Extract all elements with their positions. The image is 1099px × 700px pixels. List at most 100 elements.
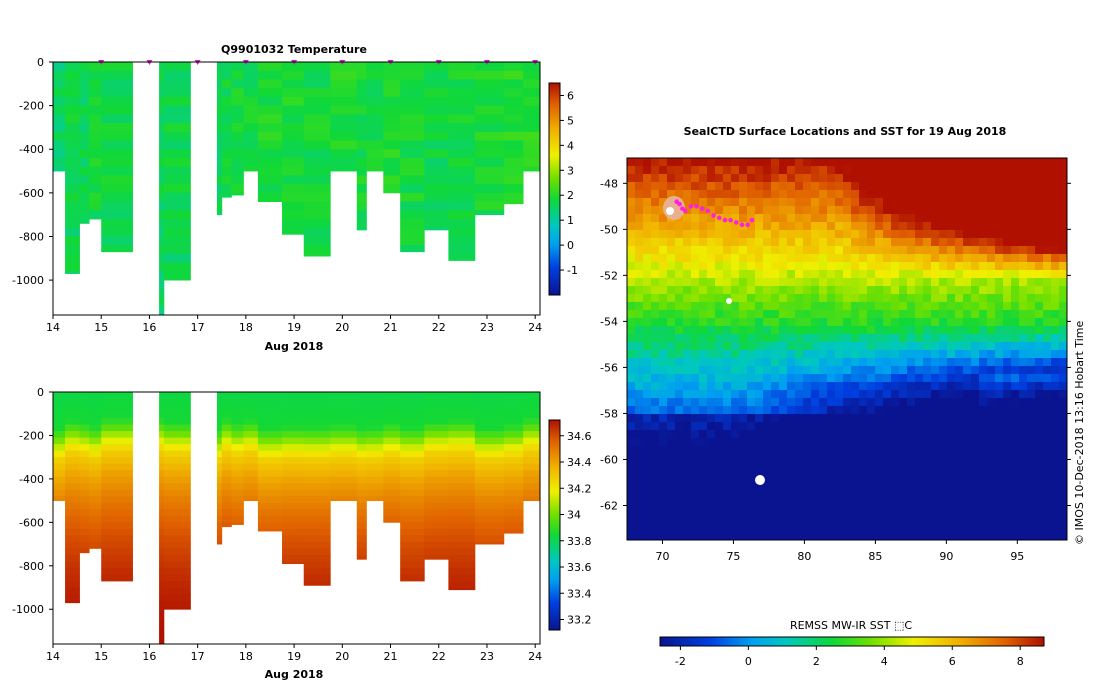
sst-cell (987, 390, 995, 398)
sst-cell (795, 310, 803, 318)
salinity-cell (356, 411, 367, 419)
sst-cell (739, 486, 747, 494)
sst-cell (699, 262, 707, 270)
temperature-cell (65, 192, 80, 202)
x-tick-label: 15 (94, 321, 108, 334)
salinity-cell (282, 463, 305, 471)
salinity-cell (356, 470, 367, 478)
sst-cell (667, 182, 675, 190)
sst-cell (843, 510, 851, 518)
sst-cell (1051, 422, 1059, 430)
temperature-cell (257, 105, 283, 115)
salinity-cell (221, 470, 232, 478)
sst-cell (699, 358, 707, 366)
sst-cell (891, 438, 899, 446)
temperature-cell (282, 70, 305, 80)
sst-cell (979, 398, 987, 406)
sst-cell (691, 326, 699, 334)
temperature-cell (216, 62, 223, 72)
sst-cell (1059, 374, 1067, 382)
sst-cell (899, 526, 907, 534)
sst-cell (787, 486, 795, 494)
sst-cell (659, 470, 667, 478)
sst-cell (651, 270, 659, 278)
sst-cell (915, 406, 923, 414)
sst-cell (931, 438, 939, 446)
temperature-cell (474, 192, 505, 202)
salinity-cell (448, 398, 476, 406)
salinity-cell (163, 535, 191, 543)
sst-cell (963, 166, 971, 174)
temperature-cell (383, 88, 401, 98)
sst-cell (755, 286, 763, 294)
salinity-cell (448, 392, 476, 399)
sst-cell (659, 190, 667, 198)
temperature-cell (424, 192, 449, 202)
colorbar-tick-label: 6 (567, 89, 574, 102)
sst-cell (939, 310, 947, 318)
sst-cell (995, 390, 1003, 398)
sst-cell (1019, 326, 1027, 334)
salinity-cell (243, 489, 259, 497)
sst-cell (795, 350, 803, 358)
sst-cell (715, 494, 723, 502)
sst-cell (755, 366, 763, 374)
sst-cell (1035, 366, 1043, 374)
temperature-cell (53, 79, 66, 89)
sst-cell (1051, 214, 1059, 222)
salinity-cell (383, 398, 401, 406)
sst-cell (859, 462, 867, 470)
salinity-cell (216, 489, 223, 497)
seal-location (677, 201, 682, 207)
sst-cell (675, 334, 683, 342)
sst-cell (883, 430, 891, 438)
sst-cell (659, 502, 667, 510)
sst-cell (891, 510, 899, 518)
sst-cell (979, 166, 987, 174)
sst-cell (867, 462, 875, 470)
sst-cell (851, 318, 859, 326)
sst-cell (923, 422, 931, 430)
temperature-cell (53, 105, 66, 115)
sst-cell (739, 446, 747, 454)
temperature-cell (163, 271, 191, 281)
sst-cell (891, 246, 899, 254)
salinity-cell (330, 470, 358, 478)
temperature-cell (424, 79, 449, 89)
sst-cell (891, 374, 899, 382)
temperature-cell (448, 131, 476, 141)
sst-cell (1027, 158, 1035, 166)
sst-cell (907, 534, 915, 540)
sst-cell (651, 286, 659, 294)
sst-cell (811, 166, 819, 174)
sst-cell (651, 414, 659, 422)
temperature-cell (216, 201, 223, 211)
sst-cell (667, 470, 675, 478)
sst-cell (931, 318, 939, 326)
sst-cell (947, 510, 955, 518)
sst-cell (811, 238, 819, 246)
sst-cell (835, 334, 843, 342)
sst-cell (731, 246, 739, 254)
sst-cell (1019, 486, 1027, 494)
sst-cell (803, 486, 811, 494)
sst-cell (715, 206, 723, 214)
sst-cell (819, 246, 827, 254)
sst-cell (1051, 166, 1059, 174)
salinity-cell (221, 444, 232, 452)
temperature-cell (474, 123, 505, 133)
temperature-cell (523, 140, 541, 150)
sst-cell (827, 342, 835, 350)
sst-cell (747, 214, 755, 222)
sst-cell (891, 278, 899, 286)
sst-cell (995, 270, 1003, 278)
sst-cell (739, 326, 747, 334)
sst-cell (803, 374, 811, 382)
sst-cell (795, 254, 803, 262)
sst-cell (843, 414, 851, 422)
sst-cell (659, 534, 667, 540)
sst-cell (963, 438, 971, 446)
colorbar-tick-label: -2 (675, 655, 686, 668)
sst-cell (635, 414, 643, 422)
sst-cell (779, 430, 787, 438)
